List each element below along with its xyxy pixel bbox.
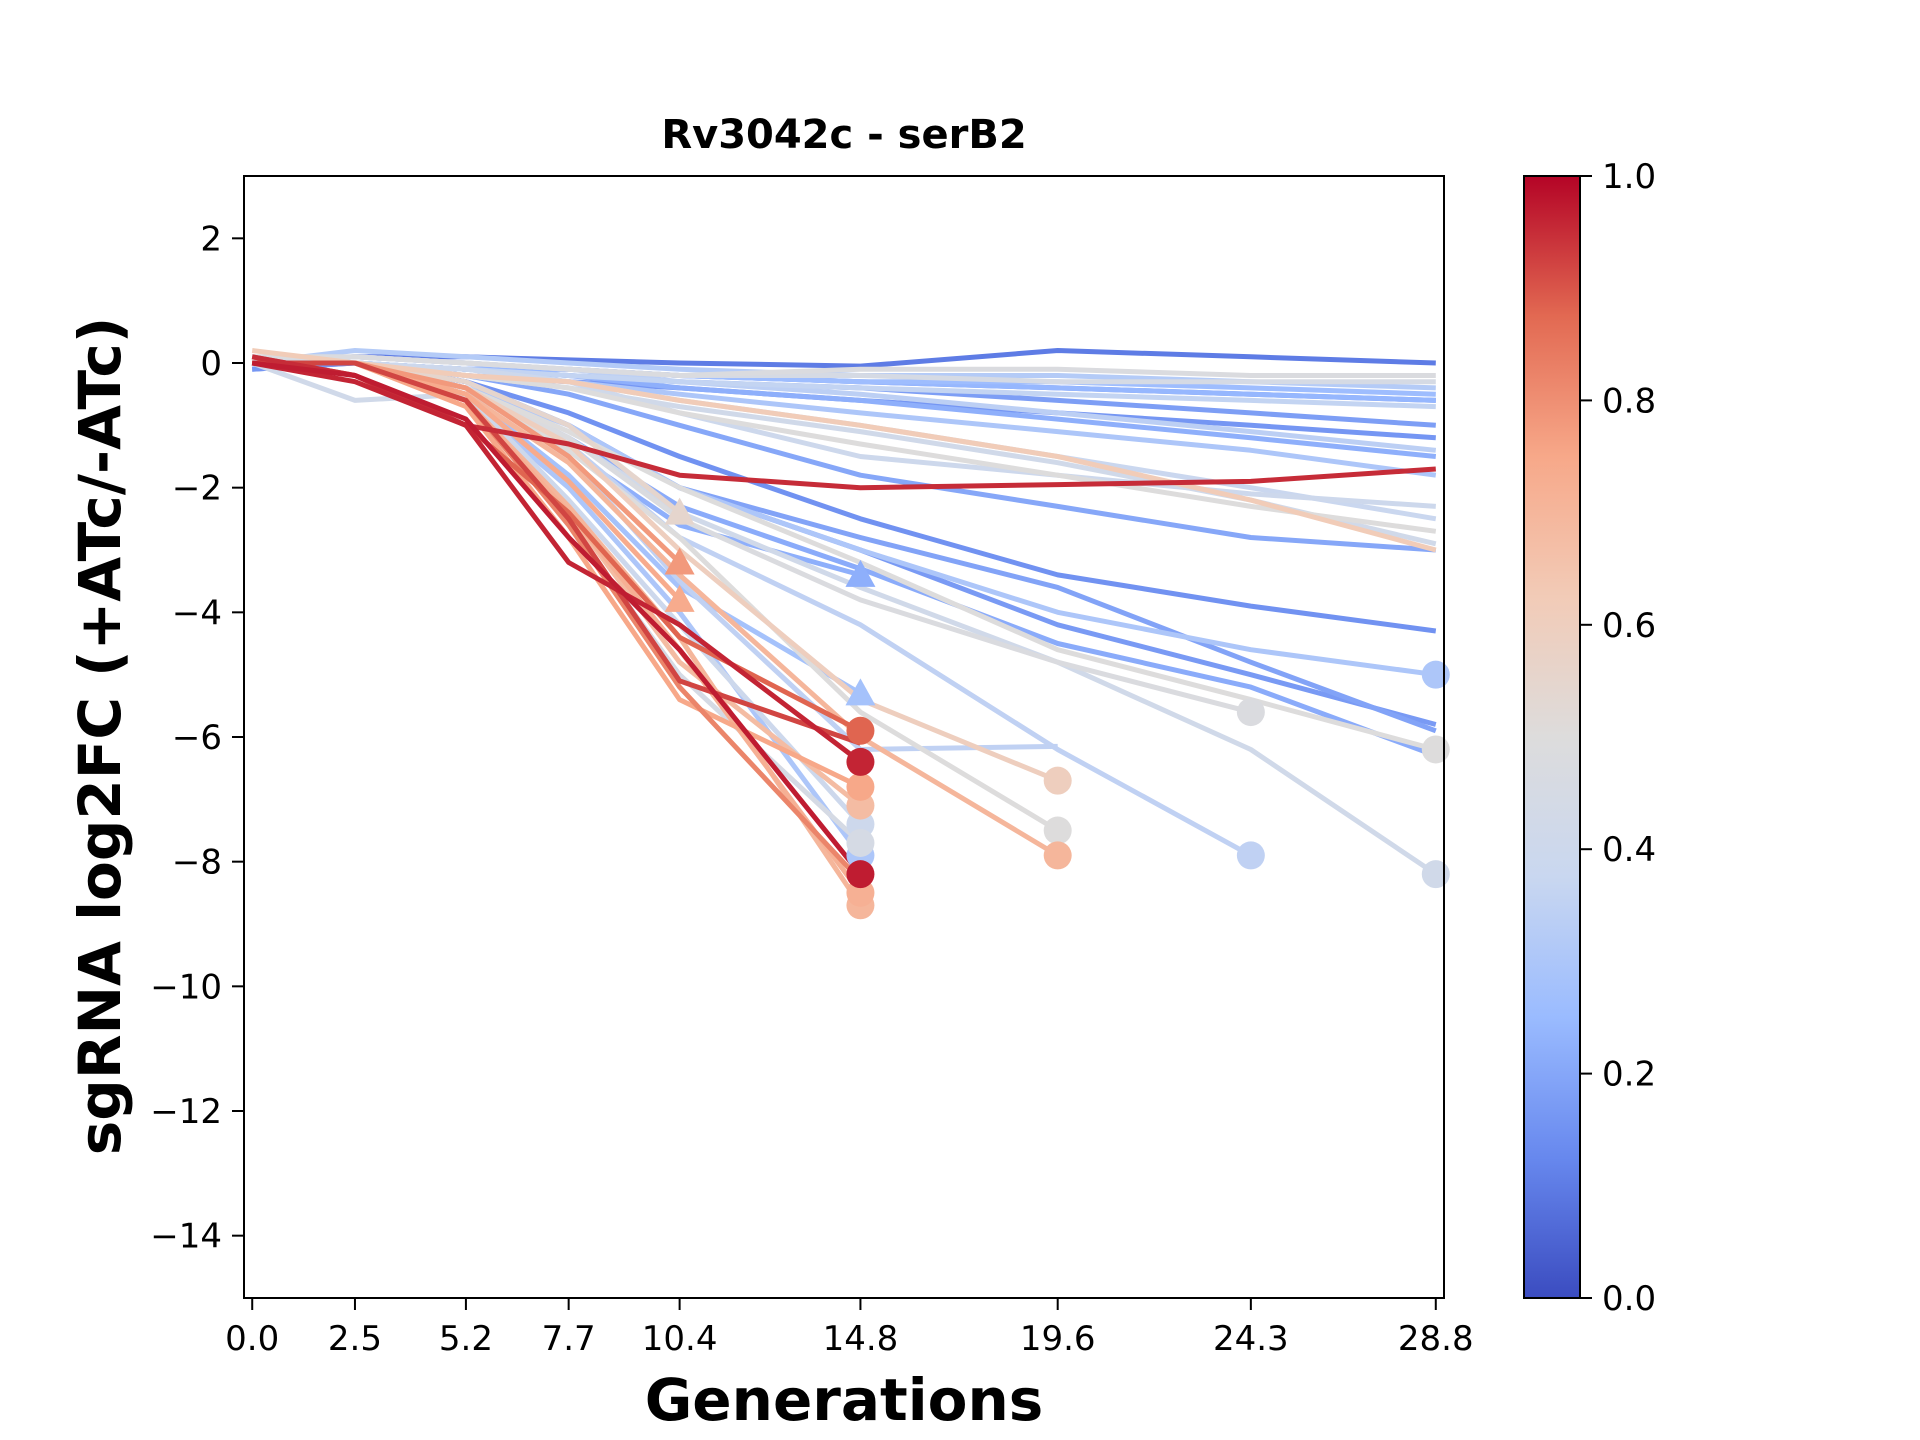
y-tick-label: −14 [150,1217,222,1257]
y-tick-label: −10 [150,967,222,1007]
series-end-point [1043,816,1072,845]
series-end-point [664,584,695,612]
series-layer [251,348,1438,907]
x-tick-label: 2.5 [328,1319,382,1359]
series-end-point [1421,735,1450,764]
series-end-point [845,559,876,587]
series-line [251,360,862,764]
colorbar-tick-label: 0.2 [1602,1055,1656,1095]
series-line [252,354,1436,378]
x-tick-label: 0.0 [225,1319,279,1359]
x-axis-ticks: 0.0 2.5 5.2 7.7 10.4 14.8 19.6 24.3 28.8 [225,1298,1474,1359]
x-tick-label: 14.8 [823,1319,899,1359]
series-end-point [846,747,875,776]
series-end-point [846,828,875,857]
series-end-point [1043,841,1072,870]
series-line [251,360,863,876]
colorbar [1523,175,1581,1299]
series-end-point [846,716,875,745]
x-tick-label: 5.2 [439,1319,493,1359]
colorbar-tick-label: 0.6 [1602,606,1656,646]
colorbar-tick-label: 1.0 [1602,157,1656,197]
series-end-point [846,860,875,889]
colorbar-tick-label: 0.8 [1602,381,1656,421]
colorbar-ticks: 0.0 0.2 0.4 0.6 0.8 1.0 [1580,157,1656,1319]
x-axis-label: Generations [645,1366,1044,1434]
series-end-point [846,772,875,801]
chart-title: Rv3042c - serB2 [661,112,1026,158]
series-end-point [1421,860,1450,889]
x-tick-label: 24.3 [1213,1319,1289,1359]
y-tick-label: 2 [200,219,222,259]
series-end-point [1043,766,1072,795]
y-axis-label: sgRNA log2FC (+ATc/-ATc) [66,317,134,1155]
y-tick-label: −6 [172,718,222,758]
series-line [252,360,862,746]
y-tick-label: −4 [172,593,222,633]
colorbar-tick-label: 0.0 [1602,1279,1656,1319]
colorbar-tick-label: 0.4 [1602,830,1656,870]
series-end-point [1236,698,1265,727]
series-end-point [664,497,695,525]
y-tick-label: −8 [172,843,222,883]
x-tick-label: 10.4 [642,1319,718,1359]
series-line [251,348,1437,553]
x-tick-label: 28.8 [1398,1319,1474,1359]
y-tick-label: −2 [172,469,222,509]
x-tick-label: 19.6 [1020,1319,1096,1359]
marker-layer [664,497,1450,920]
series-end-point [845,678,876,706]
x-tick-label: 7.7 [542,1319,596,1359]
series-end-point [664,547,695,575]
y-axis-ticks: 2 0 −2 −4 −6 −8 −10 −12 −14 [150,219,244,1257]
series-end-point [1236,841,1265,870]
series-end-point [1421,660,1450,689]
y-tick-label: −12 [150,1092,222,1132]
y-tick-label: 0 [200,344,222,384]
